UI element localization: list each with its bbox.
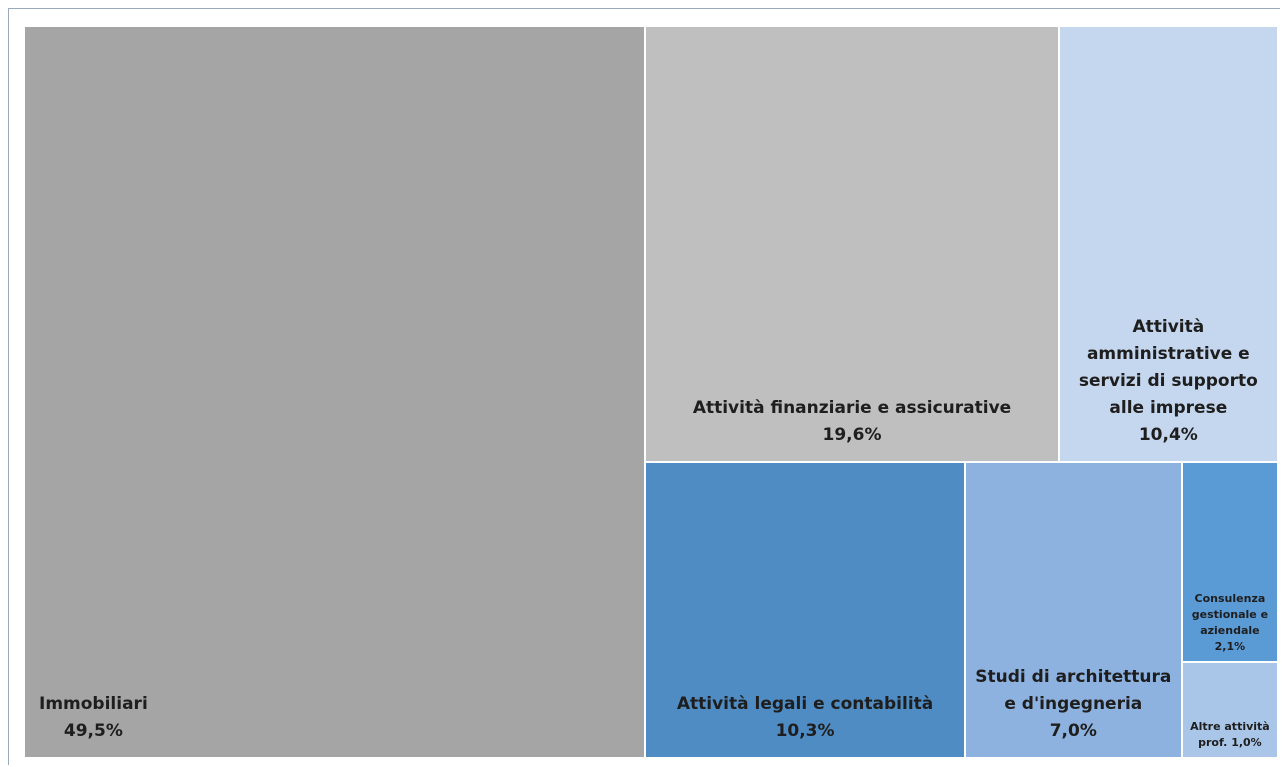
category-label: Attività legali e contabilità: [676, 693, 934, 714]
value-label: 7,0%: [1049, 720, 1097, 741]
treemap-cell: Attività amministrative e servizi di sup…: [1058, 26, 1278, 462]
treemap-cell: Immobiliari 49,5%: [24, 26, 646, 758]
treemap-cell: Altre attività prof. 1,0%: [1181, 662, 1278, 758]
treemap-cell: Studi di architettura e d'ingegneria 7,0%: [964, 461, 1182, 758]
cell-label: Consulenza gestionale e aziendale 2,1%: [1185, 591, 1275, 655]
value-label: 49,5%: [63, 721, 123, 741]
value-label: 10,3%: [775, 720, 835, 741]
value-label: 19,6%: [822, 424, 882, 445]
value-label: 2,1%: [1214, 640, 1246, 654]
chart-frame: [8, 8, 1280, 765]
category-label: Immobiliari: [39, 694, 148, 714]
value-label: 1,0%: [1231, 735, 1262, 749]
treemap-cell: Attività finanziarie e assicurative 19,6%: [645, 26, 1059, 462]
treemap-cell: Attività legali e contabilità 10,3%: [645, 461, 965, 758]
cell-label: Immobiliari 49,5%: [39, 691, 148, 745]
treemap-cell: Consulenza gestionale e aziendale 2,1%: [1181, 461, 1278, 663]
cell-label: Attività legali e contabilità 10,3%: [677, 691, 933, 745]
category-label: Attività finanziarie e assicurative: [692, 397, 1012, 418]
category-label: Studi di architettura e d'ingegneria: [975, 666, 1172, 714]
cell-label: Attività amministrative e servizi di sup…: [1068, 314, 1269, 449]
treemap: Immobiliari 49,5% Attività finanziarie e a…: [24, 26, 1278, 758]
category-label: Consulenza gestionale e aziendale: [1191, 592, 1269, 638]
cell-label: Attività finanziarie e assicurative 19,6%: [693, 395, 1011, 449]
cell-label: Studi di architettura e d'ingegneria 7,0%: [974, 664, 1173, 745]
cell-label: Altre attività prof. 1,0%: [1185, 719, 1275, 751]
category-label: Altre attività prof.: [1190, 719, 1270, 749]
value-label: 10,4%: [1138, 424, 1198, 445]
category-label: Attività amministrative e servizi di sup…: [1078, 316, 1258, 418]
